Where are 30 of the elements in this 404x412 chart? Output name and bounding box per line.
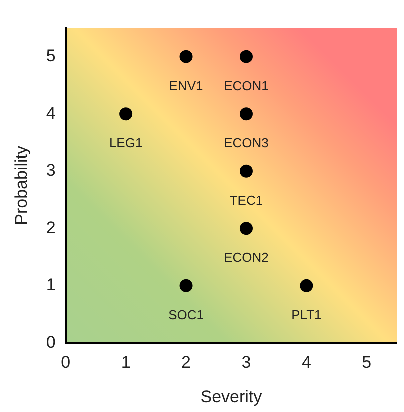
point (120, 108, 133, 121)
annotation: PLT1 (292, 308, 322, 323)
x-tick-label: 5 (362, 353, 372, 372)
x-tick-label: 0 (61, 353, 71, 372)
y-tick-label: 0 (46, 332, 56, 352)
x-tick-label: 1 (121, 353, 131, 372)
x-axis-title: Severity (200, 387, 263, 406)
point (180, 50, 193, 64)
annotation: ECON2 (224, 250, 269, 266)
y-tick-label: 4 (46, 104, 56, 123)
x-tick-label: 2 (182, 353, 192, 372)
point (240, 222, 253, 236)
y-tick-label: 1 (46, 276, 56, 295)
y-tick-label: 2 (46, 218, 56, 238)
annotation: ECON1 (224, 78, 269, 94)
point (240, 50, 253, 64)
annotation: SOC1 (168, 308, 204, 323)
annotation: TEC1 (230, 192, 264, 208)
point (180, 279, 193, 292)
y-tick-label: 3 (46, 161, 56, 180)
y-axis-title: Probability (12, 146, 31, 226)
point (300, 279, 314, 292)
x-tick-label: 4 (302, 353, 312, 372)
point (240, 164, 253, 178)
point (240, 108, 253, 121)
annotation: LEG1 (109, 136, 143, 151)
annotation: ECON3 (224, 136, 269, 151)
y-tick-label: 5 (46, 46, 56, 66)
x-tick-label: 3 (242, 353, 252, 372)
annotation: ENV1 (169, 78, 204, 94)
